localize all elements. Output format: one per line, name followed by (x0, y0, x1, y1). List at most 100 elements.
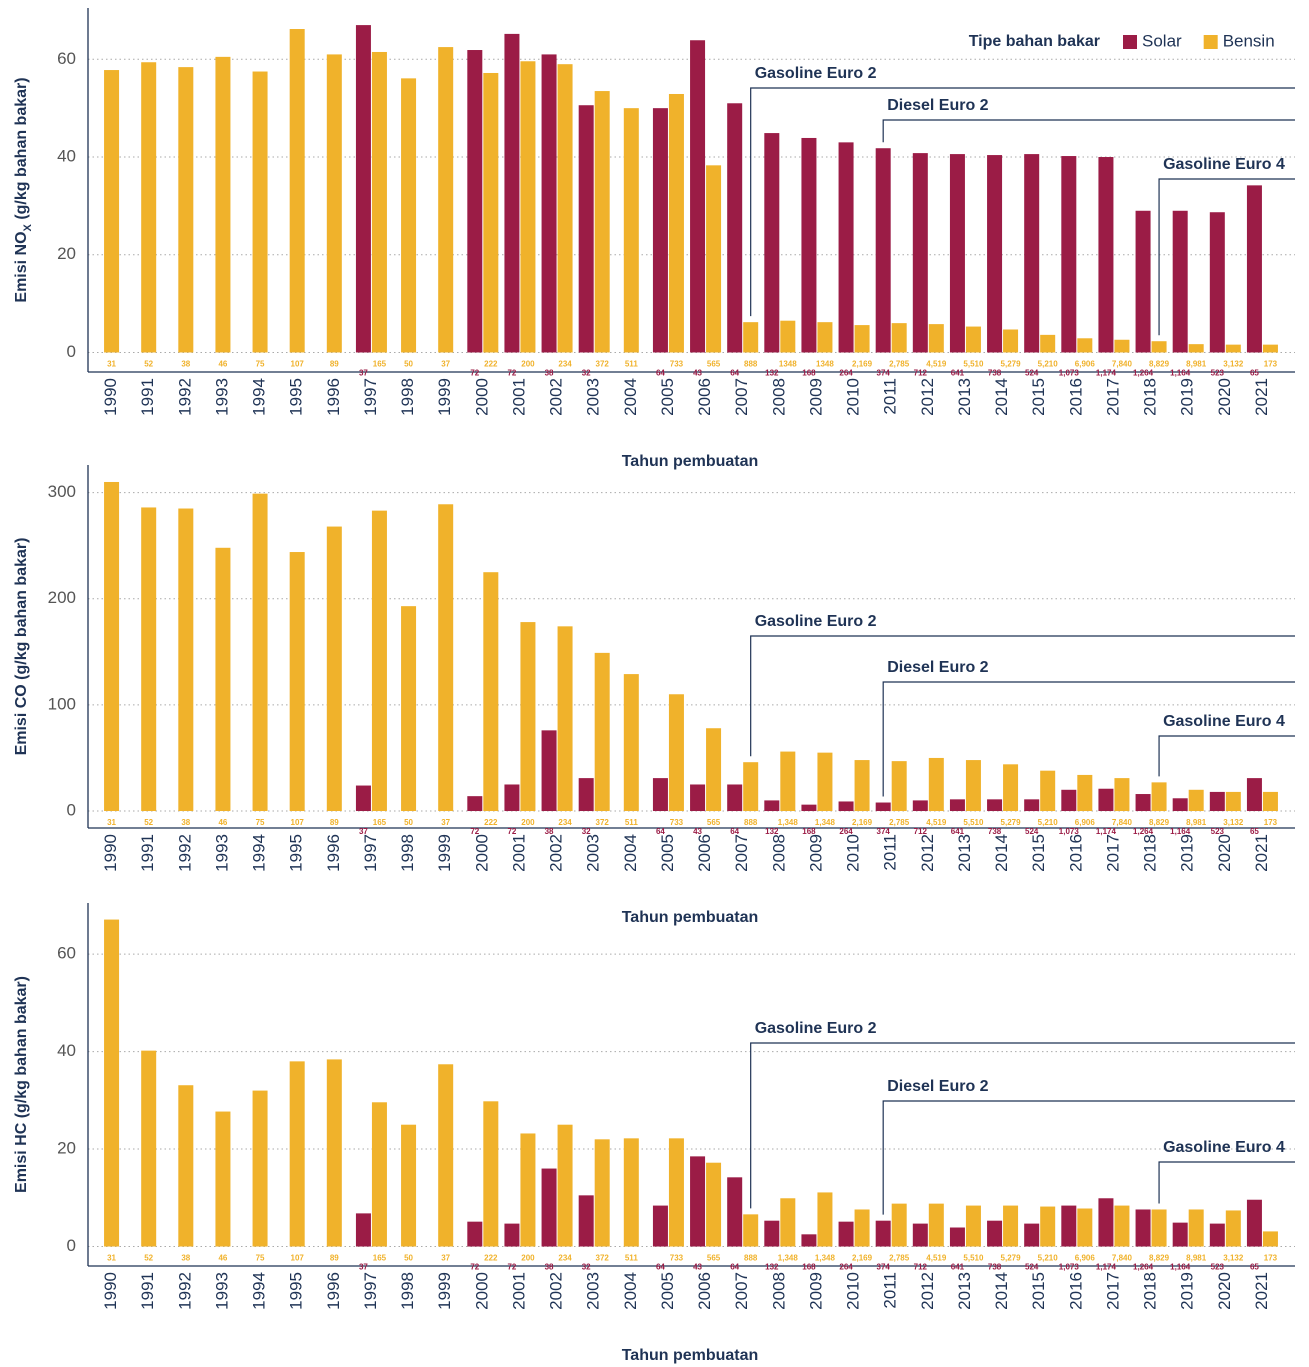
count-label: 7,840 (1112, 818, 1133, 827)
x-tick-label: 2005 (658, 378, 677, 416)
count-label: 1,348 (778, 1254, 799, 1263)
bar (1172, 210, 1188, 353)
count-label: 132 (765, 827, 779, 836)
bar (467, 50, 483, 353)
bar (1135, 794, 1151, 812)
count-label: 46 (218, 818, 227, 827)
count-label: 43 (693, 827, 702, 836)
bar (727, 784, 743, 812)
count-label: 372 (596, 818, 610, 827)
bar (141, 1050, 157, 1247)
x-axis-label: Tahun pembuatan (622, 909, 759, 926)
count-label: 168 (802, 369, 816, 378)
annotation-label: Diesel Euro 2 (887, 97, 988, 114)
bar (801, 137, 817, 353)
x-tick-label: 2013 (955, 378, 974, 416)
count-label: 107 (291, 818, 305, 827)
count-label: 75 (256, 1254, 265, 1263)
bar (928, 757, 944, 812)
count-label: 6,906 (1075, 1254, 1096, 1263)
bar (578, 105, 594, 353)
count-label: 1,174 (1096, 827, 1117, 836)
count-label: 50 (404, 1254, 413, 1263)
count-label: 738 (988, 369, 1002, 378)
x-tick-label: 1993 (212, 1272, 231, 1310)
bar (215, 56, 231, 353)
bar (594, 1139, 610, 1247)
count-label: 1,264 (1133, 1263, 1154, 1272)
count-label: 7,840 (1112, 360, 1133, 369)
count-label: 565 (707, 1254, 721, 1263)
x-tick-label: 2012 (918, 1272, 937, 1310)
count-label: 888 (744, 1254, 758, 1263)
bar (438, 1064, 454, 1247)
legend-label: Solar (1142, 31, 1182, 50)
bar (1188, 789, 1204, 812)
count-label: 200 (521, 818, 535, 827)
count-label: 75 (256, 818, 265, 827)
count-label: 50 (404, 360, 413, 369)
x-tick-label: 2011 (881, 834, 900, 871)
x-tick-label: 2015 (1029, 1272, 1048, 1310)
count-label: 3,132 (1223, 1254, 1244, 1263)
y-tick-label: 0 (67, 801, 76, 820)
count-label: 5,279 (1001, 818, 1022, 827)
count-label: 72 (507, 1263, 516, 1272)
x-tick-label: 1994 (250, 834, 269, 872)
count-label: 733 (670, 1254, 684, 1263)
count-label: 524 (1025, 369, 1039, 378)
bar (178, 508, 194, 812)
count-label: 32 (582, 1263, 591, 1272)
count-label: 738 (988, 827, 1002, 836)
x-tick-label: 2016 (1066, 1272, 1085, 1310)
x-tick-label: 2010 (844, 378, 863, 416)
count-label: 72 (470, 827, 479, 836)
bar (690, 1156, 706, 1247)
y-axis-label: Emisi HC (g/kg bahan bakar) (13, 976, 30, 1193)
bar (1040, 334, 1056, 353)
bar (780, 1198, 796, 1247)
bar (743, 322, 759, 353)
count-label: 511 (625, 1254, 638, 1263)
bar (1246, 1199, 1262, 1247)
count-label: 64 (656, 369, 665, 378)
x-tick-label: 1993 (212, 834, 231, 872)
bar (1246, 778, 1262, 812)
count-label: 38 (545, 369, 554, 378)
bar (252, 71, 268, 353)
bar (817, 1192, 833, 1247)
count-label: 31 (107, 1254, 116, 1263)
count-label: 52 (144, 818, 153, 827)
bar (178, 67, 194, 353)
count-label: 200 (521, 360, 535, 369)
count-label: 5,510 (963, 1254, 984, 1263)
count-label: 89 (330, 818, 339, 827)
count-label: 107 (291, 360, 305, 369)
x-tick-label: 2017 (1103, 834, 1122, 872)
x-tick-label: 2004 (621, 378, 640, 416)
annotation-label: Gasoline Euro 4 (1163, 713, 1285, 730)
count-label: 374 (877, 1263, 891, 1272)
y-axis-label-part: X (22, 223, 34, 231)
bar (252, 1090, 268, 1247)
bar (668, 694, 684, 812)
bar (1188, 344, 1204, 353)
bar (1262, 344, 1278, 353)
bar (557, 1124, 573, 1247)
count-label: 8,981 (1186, 1254, 1207, 1263)
bar (949, 154, 965, 353)
bar (652, 108, 668, 353)
count-label: 234 (558, 1254, 572, 1263)
bar (355, 1213, 371, 1247)
x-tick-label: 2019 (1178, 1272, 1197, 1310)
bar (1225, 344, 1241, 353)
bar (557, 64, 573, 353)
x-tick-label: 1997 (361, 378, 380, 416)
bar (1172, 798, 1188, 812)
bar (1114, 1205, 1130, 1247)
bar (1024, 154, 1040, 353)
bar (764, 1220, 780, 1247)
y-tick-label: 20 (57, 244, 76, 263)
count-label: 65 (1250, 369, 1259, 378)
x-tick-label: 2008 (769, 1272, 788, 1310)
